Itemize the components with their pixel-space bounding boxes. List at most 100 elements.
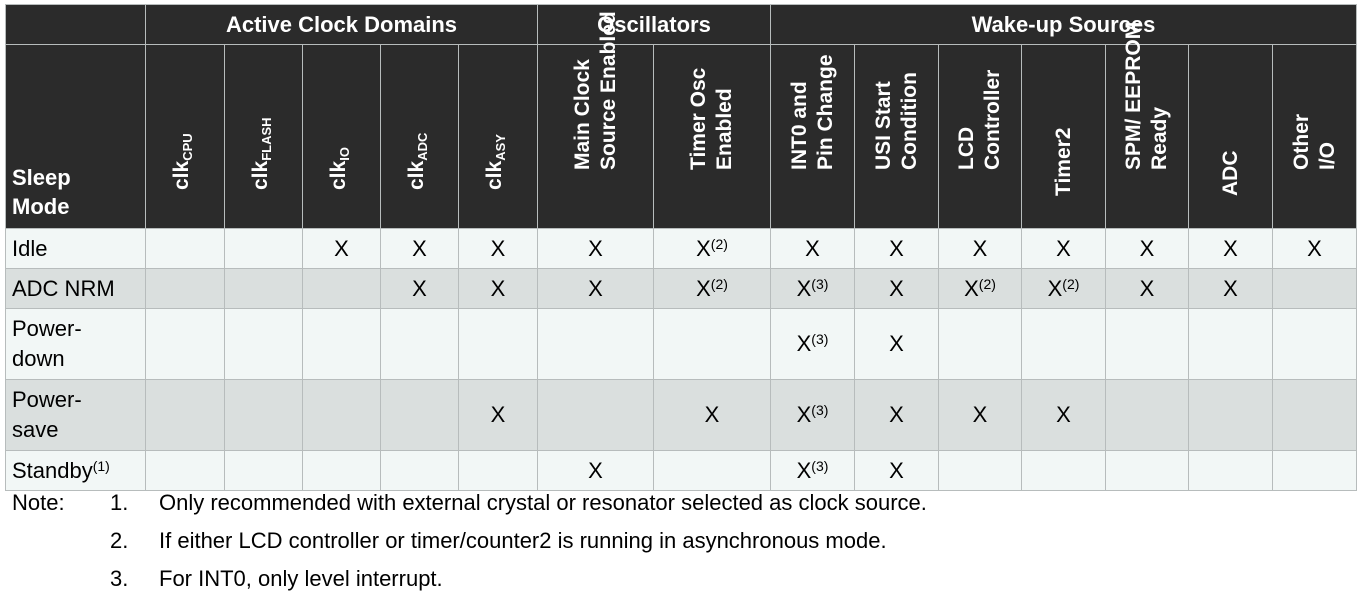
table-cell [1188, 379, 1273, 451]
table-cell [653, 450, 771, 491]
sleep-mode-table: Active Clock Domains Oscillators Wake-up… [5, 4, 1357, 491]
table-cell: X [854, 268, 939, 309]
col-timer-osc-line1: Timer Osc [687, 67, 710, 170]
col-clk-io-sub: IO [336, 147, 352, 161]
note-number: 3. [110, 566, 129, 591]
col-clk-asy-base: clk [483, 160, 506, 190]
col-timer-osc: Timer Osc Enabled [653, 44, 771, 229]
sleep-mode-cell: Standby(1) [5, 450, 146, 491]
table-cell: X [458, 268, 538, 309]
table-cell: X(3) [770, 308, 855, 380]
table-cell: X [1021, 379, 1106, 451]
table-cell [145, 379, 225, 451]
table-cell [537, 379, 654, 451]
table-cell [938, 450, 1022, 491]
corner-cell [5, 4, 146, 45]
col-clk-cpu-sub: CPU [180, 133, 195, 161]
col-spm: SPM/ EEPROM Ready [1105, 22, 1189, 229]
table-body: Idle X X X X X(2) X X X X X X X ADC NRM X X X X(2) X(3) X X(… [5, 228, 1357, 491]
table-row: Standby(1) X X(3) X [5, 450, 1357, 491]
table-cell: X [458, 379, 538, 451]
col-clk-adc-base: clk [404, 160, 428, 190]
table-cell [224, 268, 303, 309]
table-cell [458, 308, 538, 380]
sleep-mode-cell: Power-down [5, 308, 146, 380]
group-oscillators: Oscillators [537, 4, 771, 45]
col-clk-cpu-base: clk [170, 160, 193, 190]
note-label: Note: [12, 490, 65, 515]
col-main-clock: Main Clock Source Enabled [537, 11, 654, 229]
table-cell [145, 228, 225, 269]
col-other-io: Other I/O [1272, 44, 1357, 229]
table-cell: X [1188, 268, 1273, 309]
table-cell: X(2) [653, 228, 771, 269]
col-usi-line1: USI Start [871, 81, 895, 170]
sleep-mode-cell: ADC NRM [5, 268, 146, 309]
table-cell: X [537, 268, 654, 309]
table-cell: X [380, 228, 459, 269]
col-clk-asy: clkASY [458, 44, 538, 229]
table-cell: X [1021, 228, 1106, 269]
table-cell [1272, 379, 1357, 451]
table-cell [380, 379, 459, 451]
table-cell [1021, 308, 1106, 380]
table-cell [145, 308, 225, 380]
table-cell: X [854, 450, 939, 491]
col-clk-flash-base: clk [248, 160, 272, 190]
table-cell [302, 450, 381, 491]
col-timer2: Timer2 [1021, 44, 1106, 229]
table-cell [458, 450, 538, 491]
table-cell: X [537, 450, 654, 491]
table-row: ADC NRM X X X X(2) X(3) X X(2) X(2) X X [5, 268, 1357, 309]
col-clk-asy-sub: ASY [493, 134, 508, 161]
table-cell: X [938, 379, 1022, 451]
col-spm-line1: SPM/ EEPROM [1122, 21, 1145, 170]
col-clk-flash-sub: FLASH [258, 117, 274, 161]
group-active-clock-domains: Active Clock Domains [145, 4, 538, 45]
sleep-mode-header: Sleep Mode [5, 44, 146, 229]
col-other-io-line2: I/O [1315, 141, 1339, 170]
note-text: If either LCD controller or timer/counte… [159, 528, 887, 553]
sleep-mode-cell: Idle [5, 228, 146, 269]
col-main-clock-line2: Source Enabled [596, 11, 620, 170]
table-cell [1021, 450, 1106, 491]
table-cell [302, 268, 381, 309]
table-row: Idle X X X X X(2) X X X X X X X [5, 228, 1357, 269]
col-lcd-line2: Controller [981, 69, 1004, 170]
note-number: 2. [110, 528, 129, 553]
table-cell [537, 308, 654, 380]
col-lcd-line1: LCD [955, 126, 978, 170]
table-cell [1105, 450, 1189, 491]
table-cell [1272, 308, 1357, 380]
table-cell [380, 450, 459, 491]
table-cell [224, 379, 303, 451]
sleep-mode-header-line1: Sleep [12, 165, 71, 190]
table-cell [1105, 308, 1189, 380]
table-cell [224, 228, 303, 269]
table-cell [224, 308, 303, 380]
table-cell: X [380, 268, 459, 309]
table-cell: X [1188, 228, 1273, 269]
note-number: 1. [110, 490, 129, 515]
col-main-clock-line1: Main Clock [570, 59, 594, 170]
col-int0-line2: Pin Change [813, 54, 837, 170]
column-header-row: Sleep Mode clkCPU clkFLASH clkIO clkADC … [5, 11, 1357, 229]
table-cell: X [302, 228, 381, 269]
table-cell [302, 308, 381, 380]
col-lcd: LCD Controller [938, 44, 1022, 229]
col-usi: USI Start Condition [854, 44, 939, 229]
col-timer-osc-line2: Enabled [713, 88, 736, 170]
table-cell [224, 450, 303, 491]
table-row: Power-save X X X(3) X X X [5, 379, 1357, 451]
table-cell: X [854, 379, 939, 451]
col-int0-line1: INT0 and [787, 81, 811, 170]
table-cell: X(3) [770, 268, 855, 309]
table-cell: X [1105, 228, 1189, 269]
table-cell: X [458, 228, 538, 269]
col-clk-io: clkIO [302, 44, 381, 229]
table-cell: X [770, 228, 855, 269]
table-cell [145, 450, 225, 491]
table-cell [380, 308, 459, 380]
table-cell: X(2) [938, 268, 1022, 309]
col-adc: ADC [1188, 44, 1273, 229]
